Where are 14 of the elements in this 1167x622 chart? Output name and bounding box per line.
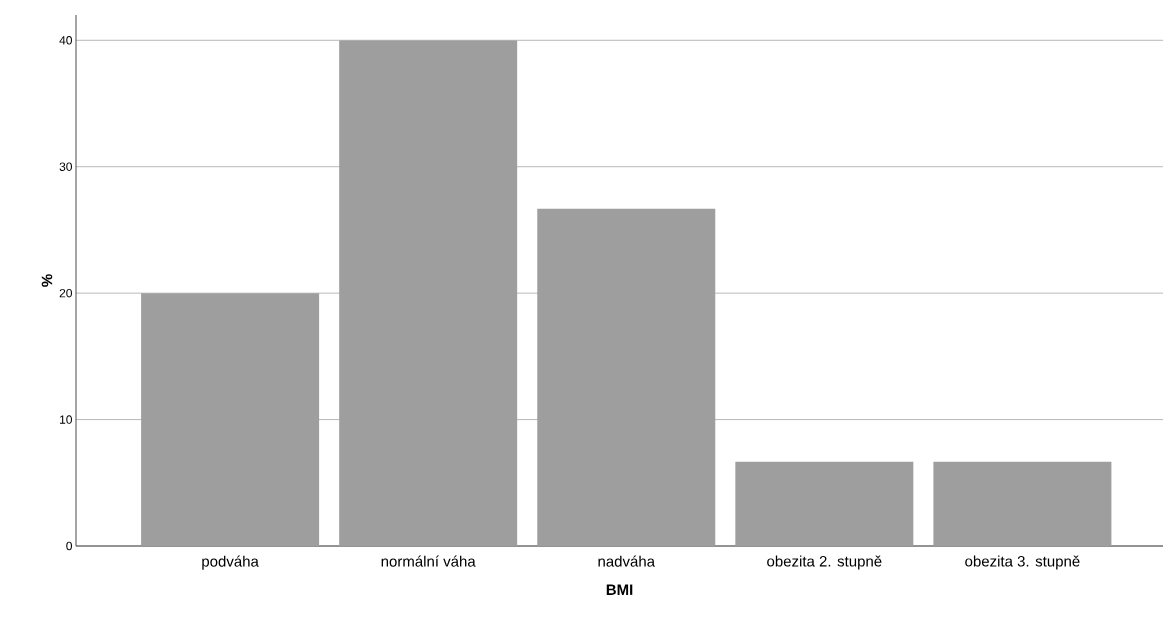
x-tick-label: obezita 3. stupně bbox=[965, 555, 1080, 570]
y-tick-label: 20 bbox=[59, 288, 72, 298]
x-tick-label: podváha bbox=[202, 555, 259, 570]
y-tick-label: 10 bbox=[60, 415, 72, 424]
x-tick-label: obezita 2. stupně bbox=[767, 555, 882, 570]
x-tick-label: nadváha bbox=[598, 555, 656, 567]
x-axis-title: BMI bbox=[606, 584, 633, 595]
bar bbox=[735, 461, 914, 546]
y-tick-label: 40 bbox=[59, 36, 72, 45]
bar bbox=[933, 461, 1112, 546]
x-tick-label: normální váha bbox=[381, 555, 476, 567]
y-tick-label: 30 bbox=[59, 162, 72, 171]
y-tick-label: 0 bbox=[66, 541, 73, 551]
y-axis-title: % bbox=[41, 274, 53, 287]
